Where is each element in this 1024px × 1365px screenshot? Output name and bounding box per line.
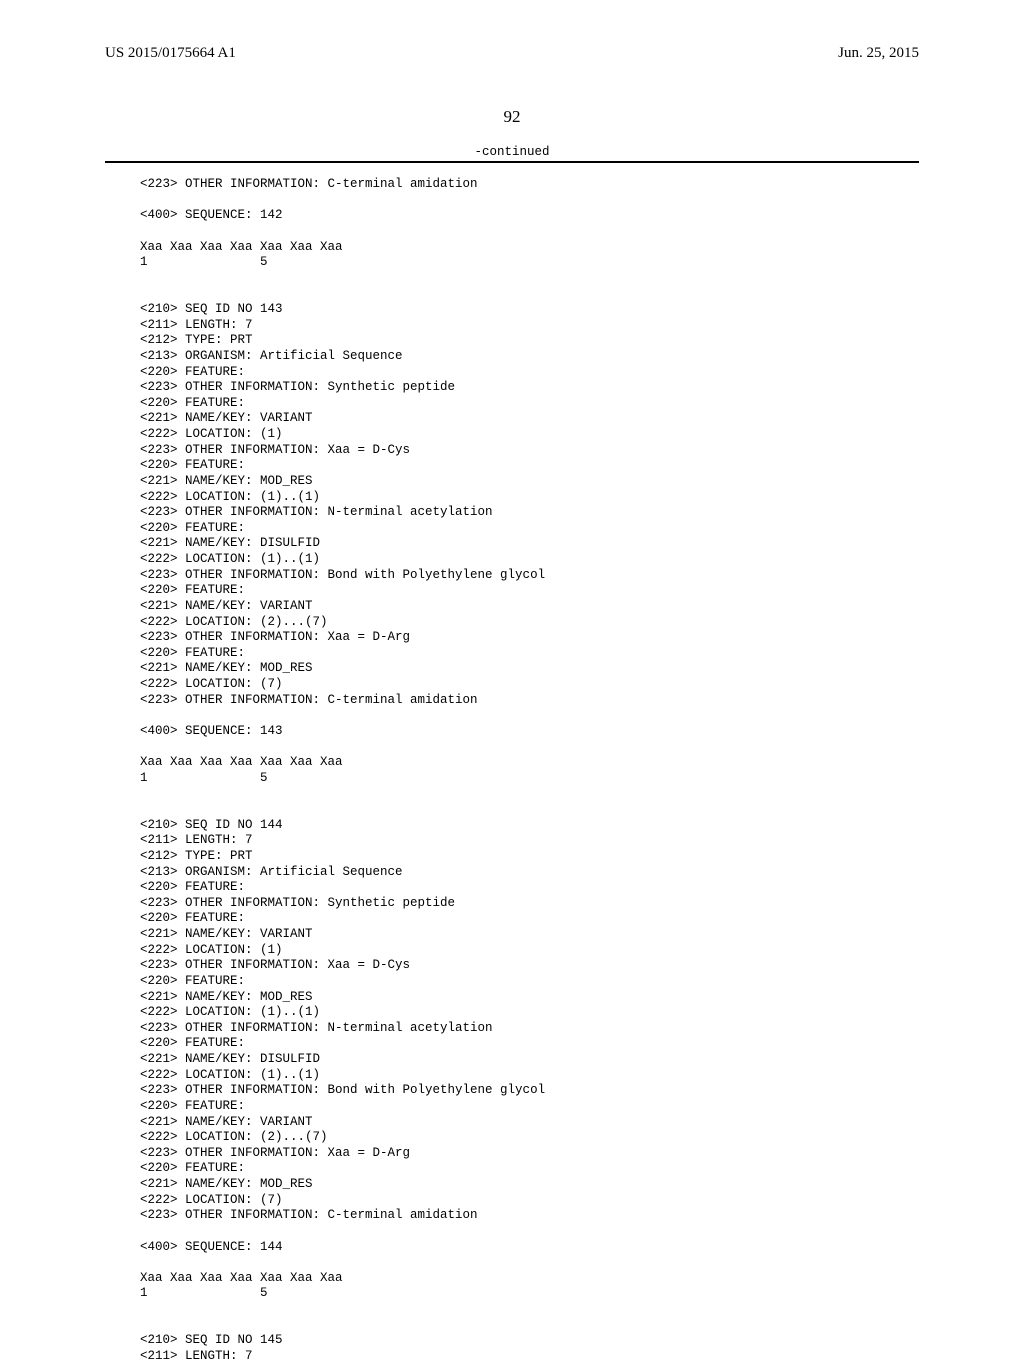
horizontal-rule: [105, 161, 919, 163]
publication-number: US 2015/0175664 A1: [105, 45, 236, 62]
continued-label: -continued: [105, 145, 919, 159]
publication-date: Jun. 25, 2015: [838, 45, 919, 62]
header-row: US 2015/0175664 A1 Jun. 25, 2015: [105, 45, 919, 62]
sequence-listing: <223> OTHER INFORMATION: C-terminal amid…: [105, 177, 919, 1365]
page-number: 92: [105, 107, 919, 127]
page-container: US 2015/0175664 A1 Jun. 25, 2015 92 -con…: [0, 0, 1024, 1320]
